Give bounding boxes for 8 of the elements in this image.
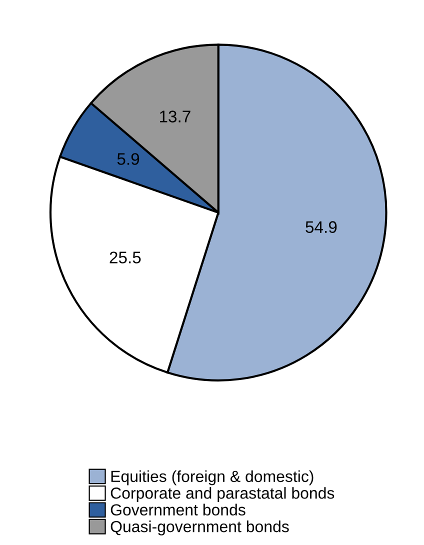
data-label: 54.9 <box>306 221 337 233</box>
legend-label: Government bonds <box>110 504 246 516</box>
legend-label: Equities (foreign & domestic) <box>111 470 314 486</box>
data-label: 5.9 <box>117 153 140 165</box>
data-label: 25.5 <box>110 252 141 264</box>
legend-label: Quasi-government bonds <box>110 520 289 536</box>
data-label: 13.7 <box>160 110 190 122</box>
legend-label: Corporate and parastatal bonds <box>110 487 334 502</box>
